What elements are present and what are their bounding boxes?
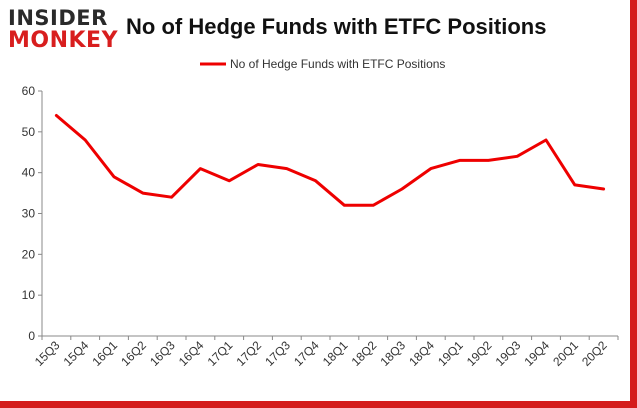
x-tick-label: 20Q1 [550, 338, 581, 369]
x-tick-label: 20Q2 [579, 338, 610, 369]
x-tick-label: 17Q2 [233, 338, 264, 369]
x-tick-label: 16Q1 [89, 338, 120, 369]
x-tick-label: 19Q2 [464, 338, 495, 369]
x-tick-label: 16Q3 [147, 338, 178, 369]
logo-line-insider: INSIDER [8, 6, 108, 30]
x-tick-label: 16Q2 [118, 338, 149, 369]
legend: No of Hedge Funds with ETFC Positions [200, 57, 445, 71]
y-tick-label: 10 [22, 288, 36, 302]
y-tick-label: 30 [22, 207, 36, 221]
series-line [54, 114, 606, 207]
y-tick-label: 60 [22, 84, 36, 98]
x-tick-label: 17Q1 [205, 338, 236, 369]
y-tick-label: 20 [22, 247, 36, 261]
x-tick-label: 18Q3 [377, 338, 408, 369]
y-tick-label: 50 [22, 125, 36, 139]
x-tick-label: 19Q1 [435, 338, 466, 369]
x-tick-label: 17Q4 [291, 338, 322, 369]
frame-border-right [630, 0, 637, 408]
x-tick-label: 15Q3 [32, 338, 63, 369]
x-tick-label: 17Q3 [262, 338, 293, 369]
x-tick-label: 16Q4 [176, 338, 207, 369]
y-tick-label: 40 [22, 166, 36, 180]
x-tick-label: 19Q3 [493, 338, 524, 369]
series-group [54, 114, 606, 207]
x-tick-label: 18Q2 [349, 338, 380, 369]
x-tick-label: 18Q1 [320, 338, 351, 369]
x-axis-ticks: 15Q315Q416Q116Q216Q316Q417Q117Q217Q317Q4… [32, 336, 619, 369]
x-tick-label: 18Q4 [406, 338, 437, 369]
x-tick-label: 19Q4 [521, 338, 552, 369]
logo-line-monkey: MONKEY [8, 28, 119, 53]
y-tick-label: 0 [28, 329, 35, 343]
insider-monkey-logo: INSIDER MONKEY [8, 8, 118, 56]
legend-label: No of Hedge Funds with ETFC Positions [230, 57, 445, 71]
y-axis-ticks: 0 10 20 30 40 50 60 [22, 84, 42, 343]
axes [41, 91, 618, 337]
frame-border-bottom [0, 401, 637, 408]
chart-title: No of Hedge Funds with ETFC Positions [126, 14, 547, 39]
x-tick-label: 15Q4 [61, 338, 92, 369]
